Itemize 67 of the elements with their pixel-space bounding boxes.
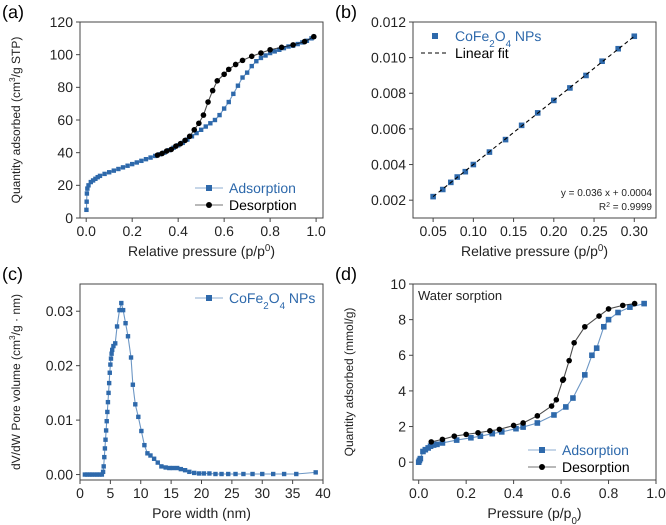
x-tick-label: 35: [284, 485, 301, 501]
chart-title: (d): [335, 264, 357, 284]
legend-label: Desorption: [229, 196, 297, 213]
x-tick-label: 0.25: [580, 223, 608, 239]
x-axis-title: Pressure (p/p$_{0}$): [487, 505, 582, 525]
annotation: R$^{2}$ = 0.9999: [598, 202, 652, 213]
x-tick-label: 20: [194, 485, 210, 501]
x-axis-title: Pore width (nm): [152, 505, 251, 521]
chart-title: (b): [335, 2, 357, 22]
legend-label: Adsorption: [562, 442, 629, 458]
y-tick-label: 0.010: [370, 50, 406, 66]
x-tick-label: 5: [106, 485, 114, 501]
y-tick-label: 0.03: [46, 303, 74, 320]
x-tick-label: 40: [315, 485, 331, 501]
x-tick-label: 0.2: [456, 485, 476, 501]
x-tick-label: 1.0: [306, 223, 326, 239]
y-tick-label: 6: [398, 347, 406, 364]
x-tick-label: 0.05: [419, 223, 447, 239]
y-tick-label: 4: [398, 382, 406, 399]
y-tick-label: 10: [390, 276, 406, 292]
y-tick-label: 0: [398, 454, 406, 470]
x-tick-label: 1.0: [646, 485, 666, 501]
x-tick-label: 0.15: [500, 223, 528, 239]
x-tick-label: 0.8: [598, 485, 618, 501]
y-tick-label: 0.006: [370, 120, 406, 137]
y-tick-label: 0.01: [46, 412, 74, 428]
x-tick-label: 0.8: [260, 223, 280, 239]
legend-label: CoFe$_{2}$O$_{4}$ NPs: [229, 290, 316, 312]
x-tick-label: 25: [224, 485, 240, 501]
x-tick-label: 0.0: [76, 223, 96, 239]
x-axis-title: Relative pressure (p/p$^{0}$): [128, 242, 276, 259]
x-tick-label: 10: [132, 485, 149, 501]
x-tick-label: 0.10: [460, 223, 488, 239]
annotation: Water sorption: [418, 288, 502, 303]
x-axis-title: Relative pressure (p/p$^{0}$): [460, 242, 608, 259]
annotation: y = 0.036 x + 0.0004: [560, 188, 652, 199]
chart-title: (c): [2, 264, 23, 284]
y-tick-label: 0.012: [370, 14, 406, 30]
x-tick-label: 0.4: [168, 223, 188, 239]
x-tick-label: 30: [254, 485, 270, 501]
y-tick-label: 120: [50, 14, 74, 30]
y-axis-title: Quantity adsorbed (mmol/g): [342, 308, 356, 456]
x-tick-label: 0.20: [540, 223, 568, 239]
x-tick-label: 0.6: [214, 223, 234, 239]
x-tick-label: 15: [163, 485, 180, 501]
x-tick-label: 0.2: [122, 223, 142, 239]
legend-label: Adsorption: [229, 180, 296, 196]
y-tick-label: 2: [398, 418, 406, 434]
y-tick-label: 0: [65, 210, 74, 226]
x-tick-label: 0.30: [620, 223, 648, 239]
x-tick-label: 0: [76, 485, 84, 501]
y-tick-label: 100: [50, 46, 74, 63]
y-tick-label: 0.008: [370, 85, 406, 102]
y-tick-label: 0.002: [370, 192, 406, 208]
y-tick-label: 0.02: [46, 358, 74, 374]
y-tick-label: 20: [57, 177, 74, 194]
legend-label: Desorption: [562, 458, 630, 475]
y-tick-label: 80: [57, 79, 74, 96]
y-tick-label: 0.00: [46, 466, 74, 482]
x-tick-label: 0.6: [551, 485, 572, 501]
y-tick-label: 0.004: [370, 156, 406, 172]
y-tick-label: 40: [57, 144, 74, 161]
chart-title: (a): [2, 2, 24, 22]
x-tick-label: 0.4: [504, 485, 524, 501]
y-tick-label: 60: [57, 112, 74, 128]
x-tick-label: 0.0: [408, 485, 429, 501]
y-tick-label: 8: [398, 312, 406, 328]
